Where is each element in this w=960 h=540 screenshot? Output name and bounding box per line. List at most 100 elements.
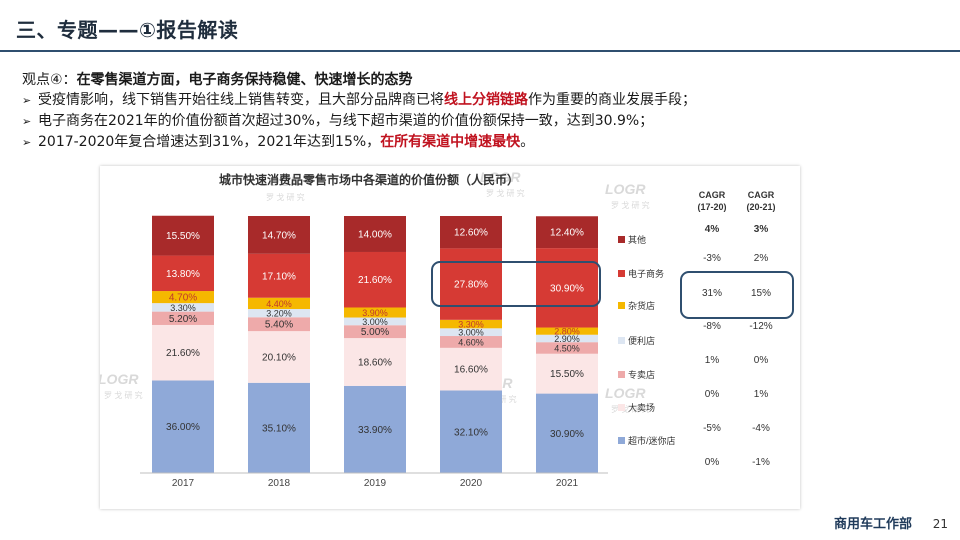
watermark-caption: 罗 戈 研 究	[104, 390, 143, 400]
bar-segment	[152, 215, 214, 256]
bar-segment	[440, 390, 502, 473]
ecommerce-highlight-box	[431, 261, 601, 307]
data-label: 4.50%	[554, 343, 580, 353]
data-label: 15.50%	[550, 369, 584, 380]
cagr-value: -4%	[752, 423, 770, 434]
data-label: 17.10%	[262, 271, 296, 282]
legend-label: 超市/迷你店	[628, 435, 676, 446]
data-label: 3.20%	[266, 309, 292, 319]
legend-label: 其他	[628, 234, 646, 245]
legend-swatch	[618, 404, 625, 411]
cagr-value: -1%	[752, 457, 770, 468]
data-label: 12.40%	[550, 228, 584, 239]
x-tick-label: 2020	[460, 478, 483, 489]
title-divider	[0, 50, 960, 52]
bar-segment	[152, 311, 214, 325]
bullet-text: 2017-2020年复合增速达到31%，2021年达到15%，	[38, 134, 381, 150]
bar-segment	[536, 342, 598, 354]
bullet-item: ➢ 2017-2020年复合增速达到31%，2021年达到15%，在所有渠道中增速…	[22, 132, 696, 153]
data-label: 32.10%	[454, 427, 488, 438]
data-label: 35.10%	[262, 423, 296, 434]
data-label: 21.60%	[166, 348, 200, 359]
viewpoint-prefix: 观点④：	[22, 72, 77, 88]
cagr-value: -12%	[749, 321, 772, 332]
watermark-caption: 罗 戈 研 究	[486, 188, 525, 198]
data-label: 4.40%	[266, 299, 292, 309]
cagr-value: 3%	[754, 224, 769, 235]
cagr-value: 1%	[754, 389, 769, 400]
data-label: 3.30%	[458, 320, 484, 330]
bullet-text: 电子商务在2021年的价值份额首次超过30%，与线下超市渠道的价值份额保持一致，…	[38, 113, 654, 129]
cagr-header: CAGR	[699, 190, 726, 200]
bar-segment	[536, 327, 598, 335]
cagr-header-period: (17-20)	[697, 202, 726, 212]
data-label: 4.60%	[458, 337, 484, 347]
data-label: 12.60%	[454, 228, 488, 239]
bullet-item: ➢ 电子商务在2021年的价值份额首次超过30%，与线下超市渠道的价值份额保持一致…	[22, 111, 696, 132]
data-label: 14.70%	[262, 230, 296, 241]
legend-label: 电子商务	[628, 268, 664, 279]
x-tick-label: 2019	[364, 478, 387, 489]
cagr-value: -5%	[703, 423, 721, 434]
data-label: 3.30%	[170, 303, 196, 313]
data-label: 2.90%	[554, 334, 580, 344]
bar-segment	[440, 248, 502, 320]
legend-label: 杂货店	[628, 300, 655, 311]
bar-segment	[344, 216, 406, 252]
watermark-logo: LOGR	[260, 173, 301, 189]
legend-swatch	[618, 302, 625, 309]
bar-segment	[248, 382, 310, 473]
bullet-text: 受疫情影响，线下销售开始往线上销售转变，且大部分品牌商已将	[38, 92, 444, 108]
data-label: 30.90%	[550, 429, 584, 440]
data-label: 4.70%	[169, 293, 197, 304]
chart-title: 城市快速消费品零售市场中各渠道的价值份额（人民币）	[219, 172, 519, 187]
legend-swatch	[618, 437, 625, 444]
data-label: 27.80%	[454, 280, 488, 291]
bar-segment	[248, 317, 310, 332]
watermark-logo: LOGR	[480, 169, 521, 185]
bar-segment	[152, 380, 214, 473]
cagr-value: -8%	[703, 321, 721, 332]
bar-segment	[248, 297, 310, 310]
x-tick-label: 2021	[556, 478, 579, 489]
cagr-highlight-box	[680, 271, 794, 319]
bar-segment	[344, 385, 406, 473]
cagr-value: 15%	[751, 288, 771, 299]
watermark-logo: LOGR	[100, 371, 139, 387]
data-label: 18.60%	[358, 357, 392, 368]
data-label: 30.90%	[550, 283, 584, 294]
data-label: 3.00%	[362, 317, 388, 327]
bullet-arrow-icon: ➢	[22, 136, 32, 149]
data-label: 5.00%	[361, 327, 389, 338]
bar-segment	[440, 336, 502, 348]
bar-segment	[248, 253, 310, 298]
x-tick-label: 2017	[172, 478, 195, 489]
cagr-value: 0%	[754, 355, 769, 366]
cagr-value: 0%	[705, 457, 720, 468]
bullet-text-tail: 。	[520, 134, 535, 150]
cagr-header-period: (20-21)	[746, 202, 775, 212]
data-label: 3.00%	[458, 328, 484, 338]
cagr-value: -3%	[703, 253, 721, 264]
bullet-item: ➢ 受疫情影响，线下销售开始往线上销售转变，且大部分品牌商已将线上分销链路作为重要…	[22, 90, 696, 111]
bullet-arrow-icon: ➢	[22, 115, 32, 128]
data-label: 15.50%	[166, 231, 200, 242]
x-tick-label: 2018	[268, 478, 291, 489]
bullet-list: ➢ 受疫情影响，线下销售开始往线上销售转变，且大部分品牌商已将线上分销链路作为重要…	[22, 90, 696, 153]
bar-segment	[536, 353, 598, 394]
bar-segment	[344, 317, 406, 326]
bar-segment	[440, 216, 502, 249]
data-label: 33.90%	[358, 425, 392, 436]
data-label: 20.10%	[262, 352, 296, 363]
bar-segment	[344, 307, 406, 318]
data-label: 5.20%	[169, 314, 197, 325]
legend-swatch	[618, 371, 625, 378]
viewpoint-bold: 在零售渠道方面，电子商务保持稳健、快速增长的态势	[76, 72, 413, 88]
slide-title: 三、专题——①报告解读	[16, 18, 239, 42]
cagr-value: 1%	[705, 355, 720, 366]
cagr-value: 2%	[754, 253, 769, 264]
bar-segment	[344, 251, 406, 308]
stacked-bar-chart: LOGR 罗 戈 研 究 LOGR 罗 戈 研 究 LOGR 罗 戈 研 究 LOGR 罗 戈…	[100, 169, 794, 489]
bar-segment	[536, 334, 598, 343]
footer-department: 商用车工作部	[833, 517, 912, 532]
